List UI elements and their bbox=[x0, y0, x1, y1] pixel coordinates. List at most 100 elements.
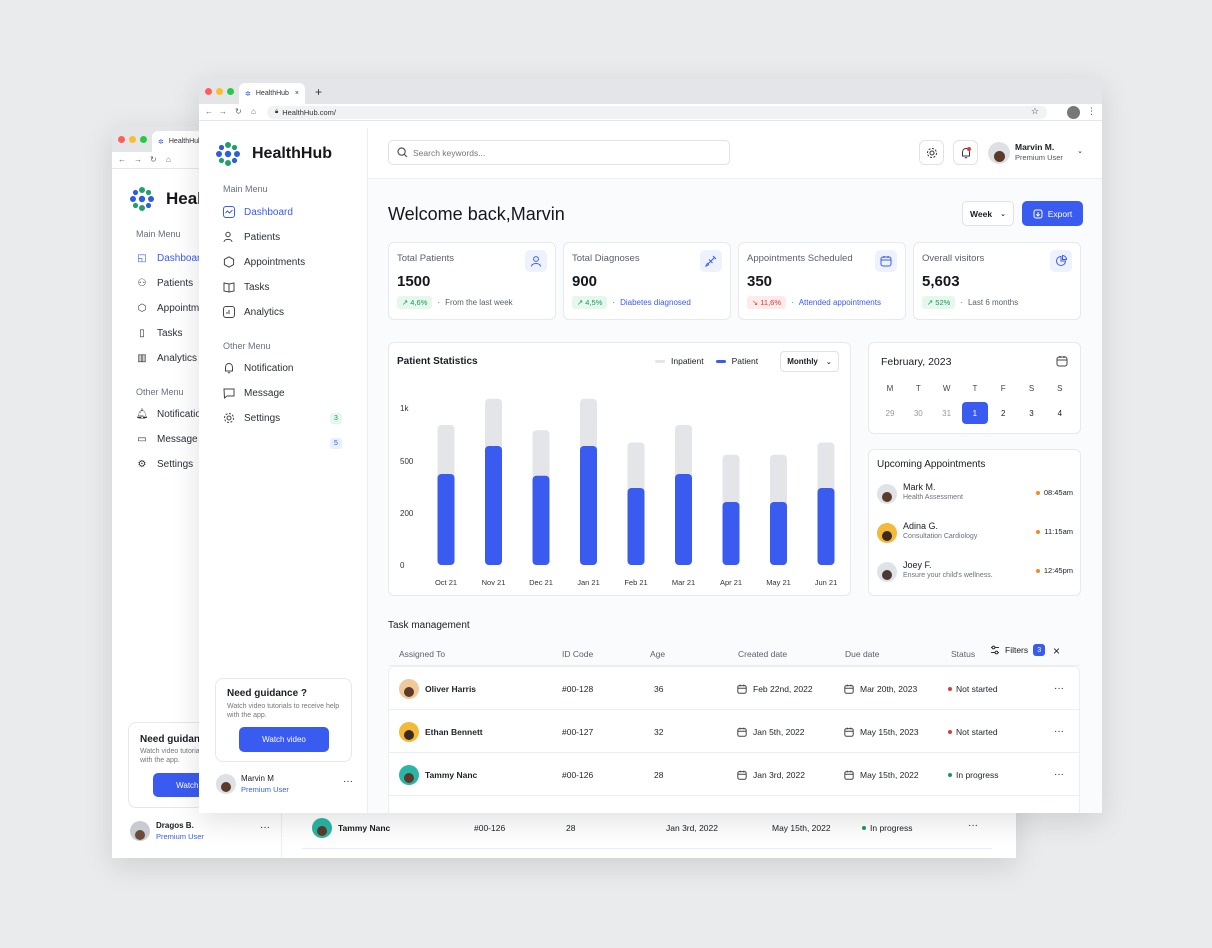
calendar-day[interactable]: 3 bbox=[1029, 408, 1034, 418]
chart-period-select[interactable]: Monthly ⌄ bbox=[780, 351, 839, 372]
forward-arrow-icon[interactable]: → bbox=[219, 107, 227, 116]
kpi-note: From the last week bbox=[445, 298, 513, 307]
filters-button[interactable]: Filters 3 bbox=[990, 644, 1046, 656]
back-arrow-icon[interactable]: ← bbox=[118, 155, 126, 164]
period-select[interactable]: Week ⌄ bbox=[962, 201, 1014, 226]
more-icon[interactable]: ··· bbox=[343, 776, 353, 787]
sidebar-item-patients[interactable]: Patients bbox=[223, 230, 280, 244]
reload-icon[interactable]: ↻ bbox=[235, 107, 242, 116]
back-row-created: Jan 3rd, 2022 bbox=[666, 823, 718, 833]
col-due-date: Due date bbox=[845, 649, 880, 659]
appointment-item[interactable]: Adina G. Consultation Cardiology 11:15am bbox=[877, 519, 1073, 549]
table-row[interactable]: Ethan Bennett #00-127 32 Jan 5th, 2022 May 1… bbox=[389, 710, 1079, 753]
home-icon[interactable]: ⌂ bbox=[166, 155, 171, 164]
calendar-day[interactable]: 29 bbox=[885, 408, 895, 418]
bar-patient-4[interactable] bbox=[627, 488, 645, 565]
export-button[interactable]: Export bbox=[1022, 201, 1083, 226]
bar-patient-6[interactable] bbox=[722, 502, 740, 565]
back-nav-message[interactable]: ▭ Message bbox=[137, 433, 198, 445]
row-more-icon[interactable]: ··· bbox=[1054, 726, 1064, 737]
minimize-dot[interactable] bbox=[216, 88, 223, 95]
calendar-day[interactable]: 1 bbox=[961, 402, 988, 424]
profile-avatar[interactable] bbox=[1067, 106, 1080, 119]
row-more-icon[interactable]: ··· bbox=[1054, 683, 1064, 694]
appointment-name: Adina G. bbox=[903, 521, 939, 531]
calendar-day[interactable]: 4 bbox=[1057, 408, 1063, 418]
back-nav-notification[interactable]: 🔔︎ Notification bbox=[135, 408, 207, 420]
kpi-footer: ↘ 11,6% · Attended appointments bbox=[747, 296, 881, 309]
watch-video-button[interactable]: Watch video bbox=[239, 727, 329, 752]
col-age: Age bbox=[650, 649, 666, 659]
back-nav-analytics[interactable]: ▥ Analytics bbox=[137, 352, 198, 364]
back-nav-settings[interactable]: ⚙ Settings bbox=[137, 458, 194, 470]
bookmark-star-icon[interactable]: ☆ bbox=[1030, 106, 1039, 116]
age-cell: 28 bbox=[654, 769, 664, 780]
sidebar-item-dashboard[interactable]: Dashboard bbox=[223, 205, 293, 219]
notification-button[interactable] bbox=[953, 140, 978, 165]
sidebar-item-message[interactable]: Message bbox=[223, 386, 285, 400]
guidance-card: Need guidance ? Watch video tutorials to… bbox=[215, 678, 352, 762]
close-dot[interactable] bbox=[118, 136, 125, 143]
sidebar-item-tasks[interactable]: Tasks bbox=[223, 280, 270, 294]
kpi-note[interactable]: Diabetes diagnosed bbox=[620, 298, 691, 307]
home-icon[interactable]: ⌂ bbox=[251, 107, 256, 116]
browser-menu-icon[interactable]: ⋮ bbox=[1087, 106, 1096, 116]
kpi-note[interactable]: Attended appointments bbox=[798, 298, 881, 307]
sidebar-item-appointments[interactable]: Appointments bbox=[223, 255, 305, 269]
new-tab-button[interactable]: + bbox=[315, 85, 323, 99]
back-nav-dashboard[interactable]: ◱ Dashboard bbox=[137, 252, 206, 264]
hexagon-icon: ⬡ bbox=[137, 302, 147, 314]
row-more-icon[interactable]: ··· bbox=[1054, 769, 1064, 780]
bar-patient-5[interactable] bbox=[675, 474, 692, 565]
back-nav-tasks[interactable]: ▯ Tasks bbox=[136, 326, 182, 340]
calendar-icon bbox=[737, 727, 747, 737]
sidebar-item-analytics[interactable]: Analytics bbox=[223, 305, 284, 319]
back-nav-appointments[interactable]: ⬡ Appointments bbox=[137, 302, 219, 314]
calendar-day[interactable]: 2 bbox=[1000, 408, 1006, 418]
calendar-icon bbox=[844, 770, 854, 780]
appointment-item[interactable]: Joey F. Ensure your child's wellness. 12:4… bbox=[877, 558, 1073, 588]
tab-close-icon[interactable]: × bbox=[294, 90, 299, 97]
bar-patient-1[interactable] bbox=[485, 446, 502, 565]
close-dot[interactable] bbox=[205, 88, 212, 95]
bar-patient-2[interactable] bbox=[532, 475, 550, 565]
top-header: Marvin M. Premium User ⌄ bbox=[368, 128, 1102, 179]
back-arrow-icon[interactable]: ← bbox=[205, 107, 213, 116]
bar-patient-7[interactable] bbox=[770, 502, 787, 565]
age-cell: 36 bbox=[654, 683, 664, 694]
sidebar-item-settings[interactable]: Settings bbox=[223, 411, 280, 425]
header-user[interactable]: Marvin M. Premium User ⌄ bbox=[988, 140, 1083, 166]
calendar-icon[interactable] bbox=[1056, 355, 1068, 367]
reload-icon[interactable]: ↻ bbox=[150, 155, 157, 164]
clear-filters-close-icon[interactable]: × bbox=[1053, 644, 1061, 658]
table-row[interactable]: Oliver Harris #00-128 36 Feb 22nd, 2022 Mar … bbox=[389, 667, 1079, 710]
calendar-day[interactable]: 30 bbox=[913, 408, 923, 418]
back-row-more-icon[interactable]: ··· bbox=[968, 820, 978, 831]
back-user[interactable]: Dragos B. Premium User ··· bbox=[130, 819, 270, 843]
bar-patient-0[interactable] bbox=[437, 474, 455, 565]
sidebar-user[interactable]: Marvin M Premium User ··· bbox=[216, 771, 353, 797]
search-box[interactable] bbox=[388, 140, 730, 165]
back-more-icon[interactable]: ··· bbox=[260, 822, 270, 833]
settings-button[interactable] bbox=[919, 140, 944, 165]
calendar-title: February, 2023 bbox=[881, 356, 952, 368]
forward-arrow-icon[interactable]: → bbox=[134, 155, 142, 164]
calendar-day[interactable]: 31 bbox=[942, 408, 952, 418]
address-bar[interactable]: 🔒︎ HealthHub.com/ ☆ bbox=[267, 106, 1047, 119]
minimize-dot[interactable] bbox=[129, 136, 136, 143]
back-browser-tab[interactable]: ✲ HealthHub bbox=[152, 131, 212, 152]
sidebar-item-notification[interactable]: Notification bbox=[223, 361, 293, 375]
separator-dot: · bbox=[437, 298, 441, 307]
browser-tab[interactable]: ✲ HealthHub × bbox=[239, 83, 305, 104]
maximize-dot[interactable] bbox=[227, 88, 234, 95]
appointment-item[interactable]: Mark M. Health Assessment 08:45am bbox=[877, 480, 1073, 510]
weekday-label: S bbox=[1028, 384, 1035, 393]
bar-patient-8[interactable] bbox=[817, 488, 835, 565]
weekday-label: M bbox=[886, 384, 894, 393]
table-row[interactable]: Tammy Nanc #00-126 28 Jan 3rd, 2022 May 15th… bbox=[389, 753, 1079, 796]
back-nav-patients[interactable]: ⚇ Patients bbox=[137, 277, 194, 289]
search-input[interactable] bbox=[413, 147, 713, 158]
x-tick-label: Jan 21 bbox=[577, 578, 600, 587]
bar-patient-3[interactable] bbox=[580, 446, 597, 565]
maximize-dot[interactable] bbox=[140, 136, 147, 143]
